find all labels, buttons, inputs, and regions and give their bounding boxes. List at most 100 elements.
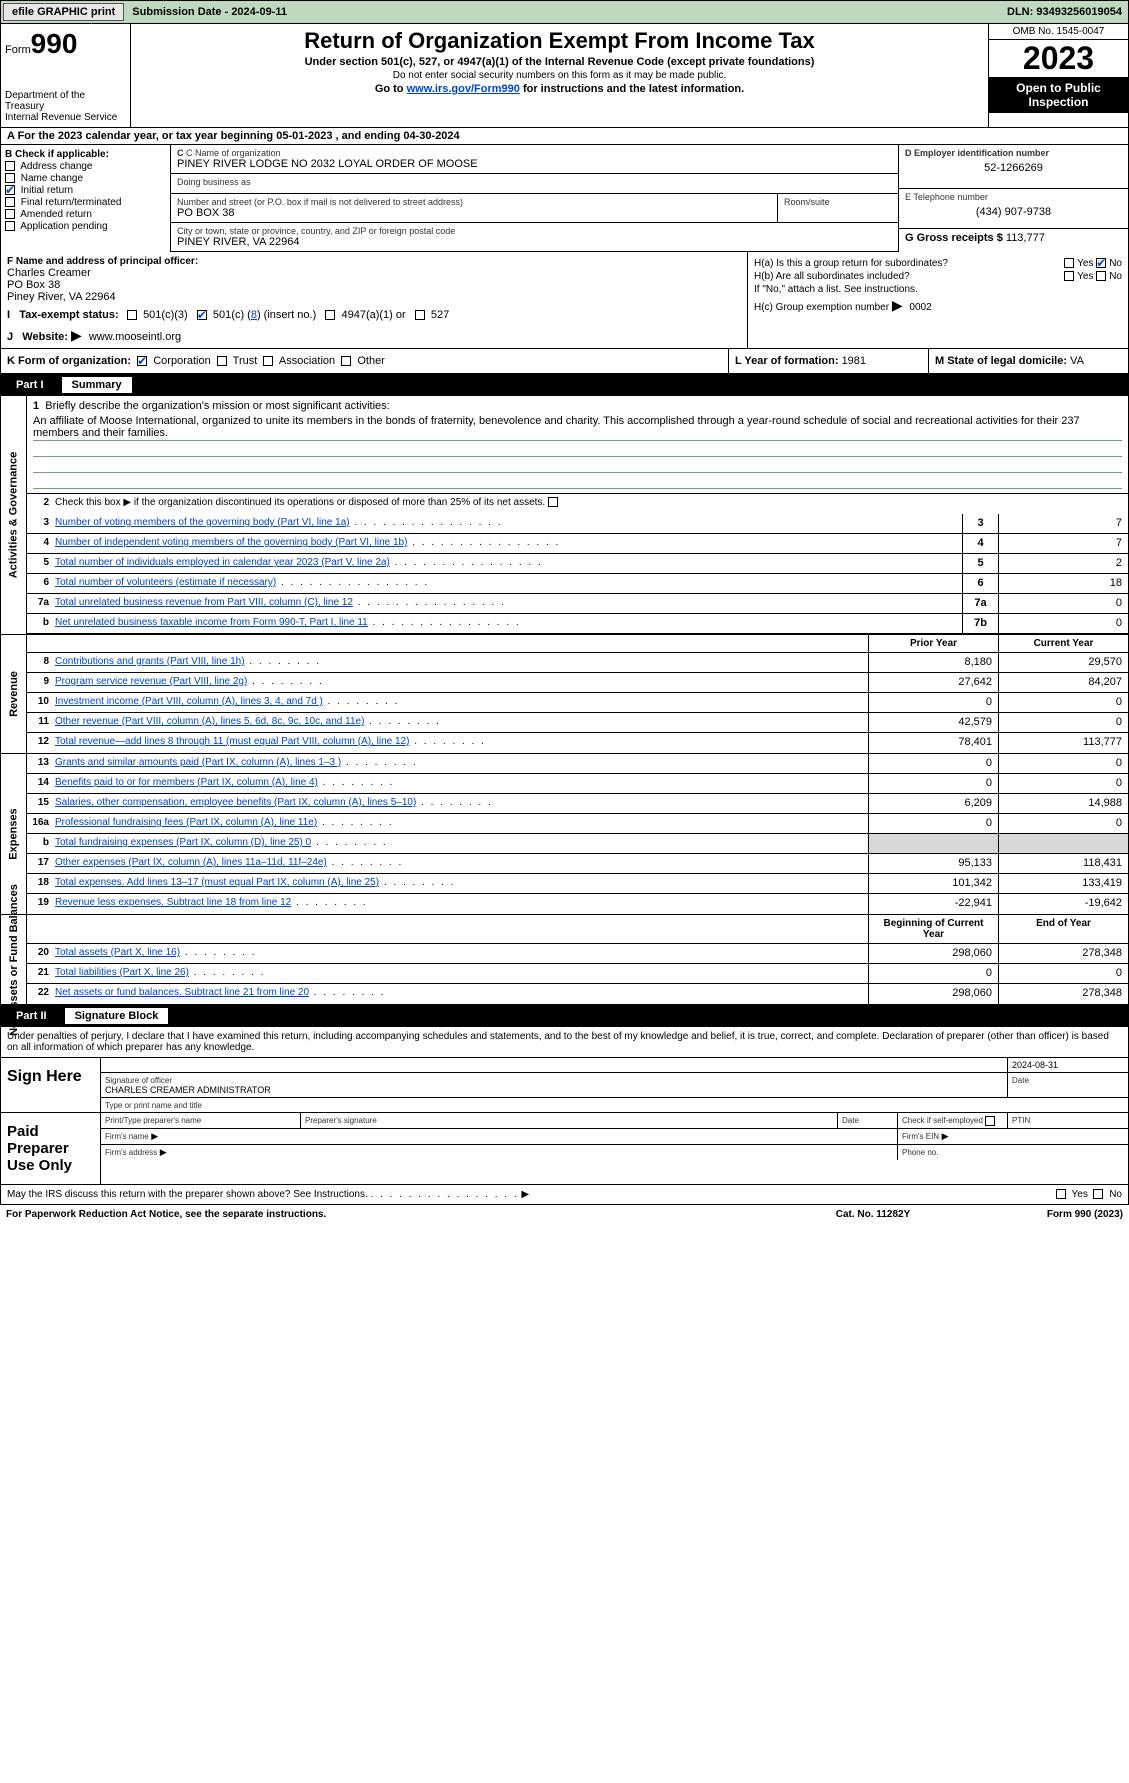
officer-addr1: PO Box 38 <box>7 279 741 291</box>
form-prefix: Form <box>5 44 31 56</box>
row-a-prefix: A For the 2023 calendar year, or tax yea… <box>7 130 276 142</box>
box-k: K Form of organization: Corporation Trus… <box>1 349 728 373</box>
row-a-mid: , and ending <box>336 130 404 142</box>
form-number: 990 <box>31 28 78 59</box>
part1-header: Part I Summary <box>0 374 1129 396</box>
hc-label: H(c) Group exemption number <box>754 302 892 313</box>
year-formation: 1981 <box>842 355 866 367</box>
header-mid: Return of Organization Exempt From Incom… <box>131 24 988 127</box>
header-left: Form990 Department of the Treasury Inter… <box>1 24 131 127</box>
phone-value: (434) 907-9738 <box>905 206 1122 218</box>
activities-governance: Activities & Governance 1 Briefly descri… <box>0 396 1129 634</box>
room-label: Room/suite <box>784 197 892 207</box>
addr-label: Number and street (or P.O. box if mail i… <box>177 197 771 207</box>
summary-line: bNet unrelated business taxable income f… <box>27 614 1128 634</box>
4947-checkbox[interactable] <box>325 310 335 320</box>
line2-checkbox[interactable] <box>548 497 558 507</box>
hdr-end: End of Year <box>998 915 1128 943</box>
prep-check-lbl: Check if self-employed <box>902 1116 983 1125</box>
efile-print-button[interactable]: efile GRAPHIC print <box>3 3 124 21</box>
domicile-label: M State of legal domicile: <box>935 355 1070 367</box>
hb-label: H(b) Are all subordinates included? <box>754 271 1064 282</box>
opt-501c-pre: 501(c) ( <box>213 309 251 321</box>
header-right: OMB No. 1545-0047 2023 Open to Public In… <box>988 24 1128 127</box>
self-employed-checkbox[interactable] <box>985 1116 995 1126</box>
discuss-no-checkbox[interactable] <box>1093 1189 1103 1199</box>
city-value: PINEY RIVER, VA 22964 <box>177 236 892 248</box>
501c3-checkbox[interactable] <box>127 310 137 320</box>
row-a-begin: 05-01-2023 <box>276 130 332 142</box>
box-deg: D Employer identification number 52-1266… <box>898 145 1128 252</box>
501c-checkbox[interactable] <box>197 310 207 320</box>
summary-line: 6Total number of volunteers (estimate if… <box>27 574 1128 594</box>
irs-link[interactable]: www.irs.gov/Form990 <box>407 83 520 95</box>
city-label: City or town, state or province, country… <box>177 226 892 236</box>
box-k-checkbox[interactable] <box>263 356 273 366</box>
discuss-row: May the IRS discuss this return with the… <box>0 1185 1129 1205</box>
sign-date: 2024-08-31 <box>1008 1058 1128 1072</box>
box-k-checkbox[interactable] <box>137 356 147 366</box>
gross-label: G Gross receipts $ <box>905 232 1006 244</box>
open-inspection: Open to Public Inspection <box>989 77 1128 113</box>
date-lbl: Date <box>1012 1076 1029 1085</box>
yes-label2: Yes <box>1077 271 1093 282</box>
irs-label: Internal Revenue Service <box>5 112 126 123</box>
dln: DLN: 93493256019054 <box>1001 6 1128 18</box>
officer-name: Charles Creamer <box>7 267 741 279</box>
box-b-checkbox[interactable] <box>5 197 15 207</box>
ha-no-checkbox[interactable] <box>1096 258 1106 268</box>
box-b-checkbox[interactable] <box>5 221 15 231</box>
box-b-item: Final return/terminated <box>5 197 166 208</box>
summary-line: 15Salaries, other compensation, employee… <box>27 794 1128 814</box>
name-title-lbl: Type or print name and title <box>105 1101 202 1110</box>
topbar: efile GRAPHIC print Submission Date - 20… <box>0 0 1129 24</box>
org-name: PINEY RIVER LODGE NO 2032 LOYAL ORDER OF… <box>177 158 892 170</box>
goto-suffix: for instructions and the latest informat… <box>520 83 744 95</box>
ha-label: H(a) Is this a group return for subordin… <box>754 258 1064 269</box>
submission-date: Submission Date - 2024-09-11 <box>126 6 293 18</box>
mission-text: An affiliate of Moose International, org… <box>33 414 1122 441</box>
ein-value: 52-1266269 <box>905 162 1122 174</box>
summary-line: 5Total number of individuals employed in… <box>27 554 1128 574</box>
dept-treasury: Department of the Treasury <box>5 90 126 112</box>
hb-no-checkbox[interactable] <box>1096 271 1106 281</box>
firm-name-lbl: Firm's name <box>105 1132 149 1141</box>
summary-line: 10Investment income (Part VIII, column (… <box>27 693 1128 713</box>
website-value: www.mooseintl.org <box>89 331 181 343</box>
box-b-header: B Check if applicable: <box>5 149 166 160</box>
hdr-current: Current Year <box>998 635 1128 652</box>
part1-title: Summary <box>62 377 132 393</box>
form-title: Return of Organization Exempt From Incom… <box>135 28 984 54</box>
box-k-checkbox[interactable] <box>217 356 227 366</box>
ha-yes-checkbox[interactable] <box>1064 258 1074 268</box>
row-a-tax-year: A For the 2023 calendar year, or tax yea… <box>0 128 1129 145</box>
prep-name-lbl: Print/Type preparer's name <box>105 1116 201 1125</box>
summary-line: 12Total revenue—add lines 8 through 11 (… <box>27 733 1128 753</box>
expenses-section: Expenses 13Grants and similar amounts pa… <box>0 753 1129 914</box>
box-b-item: Address change <box>5 161 166 172</box>
domicile: VA <box>1070 355 1084 367</box>
box-b-checkbox[interactable] <box>5 185 15 195</box>
addr-value: PO BOX 38 <box>177 207 771 219</box>
prep-date-lbl: Date <box>842 1116 859 1125</box>
box-b-checkbox[interactable] <box>5 161 15 171</box>
box-b-checkbox[interactable] <box>5 173 15 183</box>
part2-title: Signature Block <box>65 1008 169 1024</box>
527-checkbox[interactable] <box>415 310 425 320</box>
box-b-item: Initial return <box>5 185 166 196</box>
summary-line: 7aTotal unrelated business revenue from … <box>27 594 1128 614</box>
box-b-item: Application pending <box>5 221 166 232</box>
netassets-section: Net Assets or Fund Balances Beginning of… <box>0 914 1129 1005</box>
tax-year: 2023 <box>989 40 1128 77</box>
arrow-icon: ▶ <box>892 297 903 313</box>
box-m: M State of legal domicile: VA <box>928 349 1128 373</box>
hb-yes-checkbox[interactable] <box>1064 271 1074 281</box>
summary-line: 3Number of voting members of the governi… <box>27 514 1128 534</box>
no-label: No <box>1109 258 1122 269</box>
vert-net: Net Assets or Fund Balances <box>1 915 27 1004</box>
summary-line: 22Net assets or fund balances. Subtract … <box>27 984 1128 1004</box>
opt-527: 527 <box>431 309 449 321</box>
box-b-checkbox[interactable] <box>5 209 15 219</box>
discuss-yes-checkbox[interactable] <box>1056 1189 1066 1199</box>
box-k-checkbox[interactable] <box>341 356 351 366</box>
